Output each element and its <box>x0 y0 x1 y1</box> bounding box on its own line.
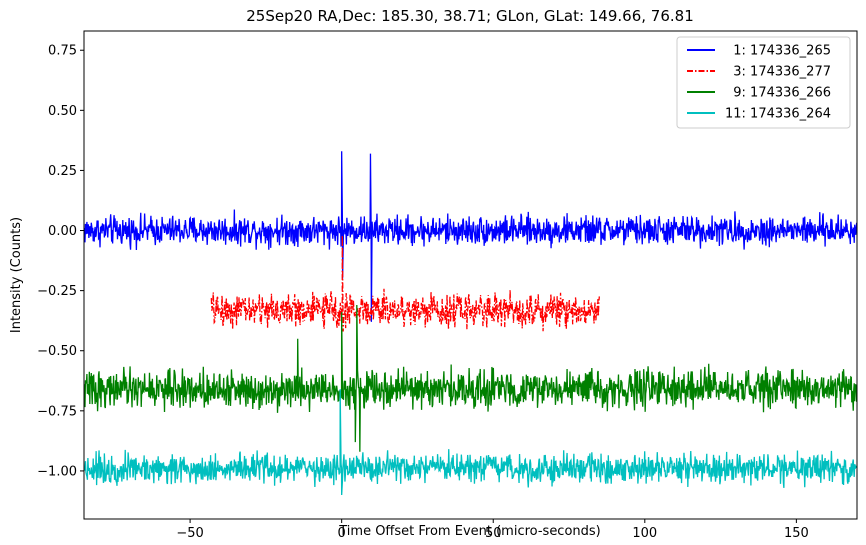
y-tick-label: −0.50 <box>37 344 77 359</box>
series-line-4 <box>84 389 857 495</box>
x-axis: −50 0 50 100 150 <box>176 519 809 541</box>
x-tick-label: 0 <box>338 526 346 541</box>
y-tick-label: 0.25 <box>48 164 77 179</box>
y-tick-label: −0.25 <box>37 284 77 299</box>
y-tick-label: −0.75 <box>37 404 77 419</box>
y-tick-label: 0.00 <box>48 224 77 239</box>
y-tick-label: 0.75 <box>48 44 77 59</box>
series-line-1 <box>84 151 857 322</box>
y-axis: 0.75 0.50 0.25 0.00 −0.25 −0.50 −0.75 −1.00 <box>37 44 84 479</box>
legend-label-1: 1: 174336_265 <box>725 44 831 59</box>
x-tick-label: −50 <box>176 526 203 541</box>
legend-label-2: 3: 174336_277 <box>725 65 831 80</box>
legend-box <box>676 36 851 129</box>
x-axis-label: Time Offset From Event (micro-seconds) <box>338 524 601 539</box>
legend-label-3: 9: 174336_266 <box>725 86 831 101</box>
y-tick-label: 0.50 <box>48 104 77 119</box>
x-tick-label: 100 <box>632 526 657 541</box>
x-tick-label: 50 <box>485 526 502 541</box>
series-line-3 <box>84 305 857 452</box>
series-layer <box>84 151 857 495</box>
legend: 1: 174336_265 3: 174336_277 9: 174336_26… <box>676 36 851 129</box>
plot-frame <box>83 30 858 520</box>
y-tick-label: −1.00 <box>37 464 77 479</box>
y-axis-label: Intensity (Counts) <box>9 217 24 333</box>
chart-title: 25Sep20 RA,Dec: 185.30, 38.71; GLon, GLa… <box>246 7 693 25</box>
series-line-2 <box>210 235 600 332</box>
legend-label-4: 11: 174336_264 <box>725 107 831 122</box>
x-tick-label: 150 <box>784 526 809 541</box>
